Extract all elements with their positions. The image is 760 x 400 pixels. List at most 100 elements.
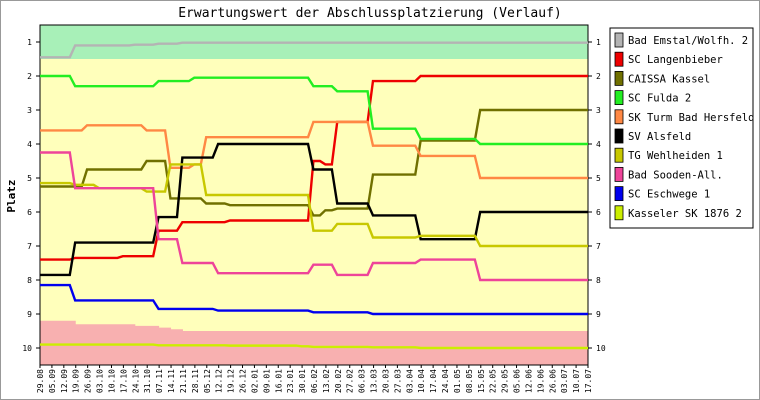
y-tick-label-left: 5 (27, 174, 32, 183)
x-tick-label: 19.06 (536, 369, 545, 393)
x-tick-label: 23.01 (286, 369, 295, 393)
x-tick-label: 05.06 (513, 369, 522, 393)
legend-label-2: CAISSA Kassel (628, 73, 710, 85)
legend-swatch-9 (614, 205, 624, 221)
y-axis-label: Platz (5, 179, 18, 212)
legend-swatch-7 (614, 166, 624, 182)
series-line-4 (40, 120, 588, 180)
x-tick-label: 26.06 (548, 369, 557, 393)
x-tick-label: 19.12 (227, 369, 236, 393)
legend-label-7: Bad Sooden-All. (628, 169, 723, 181)
legend: Bad Emstal/Wolfh. 2 SC Langenbieber CAISSA… (609, 27, 754, 229)
y-tick-label-left: 3 (27, 106, 32, 115)
x-tick-label: 05.09 (48, 369, 57, 393)
x-tick-label: 10.04 (417, 369, 426, 393)
y-tick-label-right: 8 (596, 276, 601, 285)
legend-swatch-3 (614, 90, 624, 105)
x-tick-label: 21.11 (179, 369, 188, 393)
x-tick-label: 08.05 (465, 369, 474, 393)
x-tick-label: 17.10 (119, 369, 128, 393)
x-tick-label: 07.11 (155, 369, 164, 393)
x-tick-label: 16.01 (274, 369, 283, 393)
y-tick-label-left: 6 (27, 208, 32, 217)
x-tick-label: 17.04 (429, 369, 438, 393)
y-tick-label-right: 7 (596, 242, 601, 251)
legend-swatch-6 (614, 147, 624, 163)
legend-label-4: SK Turm Bad Hersfeld (628, 112, 754, 124)
legend-label-8: SC Eschwege 1 (628, 189, 710, 201)
x-tick-label: 24.10 (131, 369, 140, 393)
x-tick-label: 20.02 (334, 369, 343, 393)
x-tick-label: 19.09 (72, 369, 81, 393)
y-tick-label-right: 5 (596, 174, 601, 183)
x-tick-label: 26.09 (84, 369, 93, 393)
x-tick-label: 12.09 (60, 369, 69, 393)
y-tick-label-left: 2 (27, 72, 32, 81)
legend-label-1: SC Langenbieber (628, 54, 723, 66)
x-tick-label: 31.10 (143, 369, 152, 393)
y-tick-label-right: 1 (596, 38, 601, 47)
y-tick-label-left: 1 (27, 38, 32, 47)
x-tick-label: 27.02 (346, 369, 355, 393)
series-line-0 (40, 41, 588, 59)
legend-label-9: Kasseler SK 1876 2 (628, 208, 742, 220)
y-tick-label-left: 9 (27, 310, 32, 319)
x-tick-label: 29.05 (501, 369, 510, 393)
series-line-2 (40, 108, 588, 217)
plot-background (40, 25, 588, 365)
x-tick-label: 06.02 (310, 369, 319, 393)
x-tick-label: 05.12 (203, 369, 212, 393)
x-tick-label: 09.01 (262, 369, 271, 393)
series-line-3 (40, 74, 588, 146)
x-tick-label: 13.02 (322, 369, 331, 393)
legend-label-0: Bad Emstal/Wolfh. 2 (628, 35, 748, 47)
x-tick-label: 03.04 (405, 369, 414, 393)
x-tick-label: 27.03 (393, 369, 402, 393)
series-line-8 (40, 283, 588, 316)
series-line-1 (40, 74, 588, 261)
x-tick-label: 22.05 (489, 369, 498, 393)
x-tick-label: 30.01 (298, 369, 307, 393)
x-tick-label: 26.12 (239, 369, 248, 393)
legend-box (609, 27, 754, 229)
x-tick-label: 14.11 (167, 369, 176, 393)
legend-swatch-2 (614, 71, 624, 86)
legend-label-3: SC Fulda 2 (628, 93, 691, 105)
x-tick-label: 03.10 (96, 369, 105, 393)
chart-title: Erwartungswert der Abschlussplatzierung … (178, 6, 562, 21)
x-tick-label: 10.07 (572, 369, 581, 393)
x-tick-label: 02.01 (250, 369, 259, 393)
series-line-5 (40, 142, 588, 277)
x-tick-label: 13.03 (370, 369, 379, 393)
y-tick-label-left: 7 (27, 242, 32, 251)
legend-swatch-5 (614, 128, 624, 144)
legend-swatch-1 (614, 51, 624, 67)
x-tick-label: 17.07 (584, 369, 593, 393)
x-tick-label: 12.06 (524, 369, 533, 393)
series-line-9 (40, 343, 588, 350)
x-tick-label: 15.05 (477, 369, 486, 393)
legend-swatch-4 (614, 109, 624, 125)
x-tick-label: 28.11 (191, 369, 200, 393)
band-1 (40, 320, 588, 365)
y-tick-label-left: 10 (22, 344, 32, 353)
x-tick-label: 10.10 (107, 369, 116, 393)
x-tick-label: 03.07 (560, 369, 569, 393)
legend-swatch-8 (614, 186, 624, 202)
legend-swatch-0 (614, 32, 624, 48)
legend-label-6: TG Wehlheiden 1 (628, 150, 723, 162)
y-tick-label-right: 10 (596, 344, 606, 353)
y-tick-label-left: 8 (27, 276, 32, 285)
y-tick-label-right: 4 (596, 140, 601, 149)
y-tick-label-right: 6 (596, 208, 601, 217)
x-tick-label: 01.05 (453, 369, 462, 393)
x-tick-label: 29.08 (36, 369, 45, 393)
legend-label-5: SV Alsfeld (628, 131, 691, 143)
x-tick-label: 06.03 (358, 369, 367, 393)
series-line-7 (40, 151, 588, 282)
y-tick-label-right: 2 (596, 72, 601, 81)
y-tick-label-left: 4 (27, 140, 32, 149)
x-tick-label: 20.03 (381, 369, 390, 393)
